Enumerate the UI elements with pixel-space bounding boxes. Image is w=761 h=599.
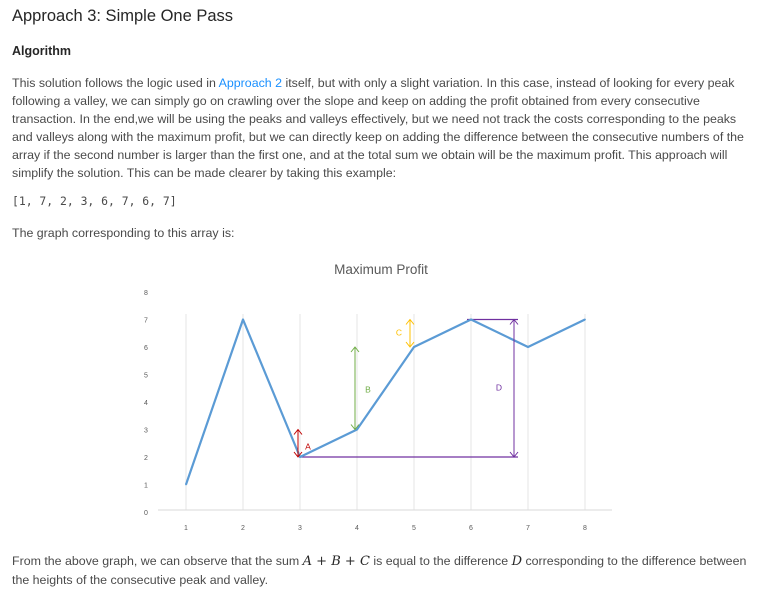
conclusion-text-3: corresponding to the difference between … [12,554,747,588]
y-tick-label-5: 5 [144,373,148,380]
y-tick-label-4: 4 [144,400,148,407]
data-point-2 [242,318,244,321]
x-tick-label-8: 8 [583,525,587,532]
math-a: A [302,554,313,569]
arrow-b-head-top [350,346,360,353]
data-point-5 [413,346,415,348]
x-tick-label-4: 4 [355,525,359,532]
arrow-c-head-top [405,318,415,325]
page-title: Approach 3: Simple One Pass [12,7,234,25]
series-line-layer [184,318,586,486]
math-plus-1: + [312,554,332,569]
y-tick-label-3: 3 [144,428,148,435]
x-tick-label-5: 5 [412,525,416,532]
x-tick-label-7: 7 [526,525,530,532]
arrow-d-head-top [509,318,519,325]
series-line-0 [184,318,586,485]
math-d: D [511,554,523,569]
graph-intro-text: The graph corresponding to this array is… [12,226,235,240]
data-point-1 [185,483,187,486]
intro-text-after: itself, but with only a slight variation… [12,76,744,181]
annotation-label-c: C [396,327,402,337]
annotation-layer: A B C D [293,318,519,458]
math-c: C [359,554,370,569]
arrow-b-head-bottom [350,424,360,431]
y-tick-label-6: 6 [144,345,148,352]
intro-text-before: This solution follows the logic used in [12,76,219,90]
intro-paragraph: This solution follows the logic used in … [12,74,750,183]
arrow-d-head-bottom [509,451,519,458]
arrow-d [509,318,519,458]
data-point-6 [470,318,472,321]
y-tick-label-1: 1 [144,483,148,490]
data-point-7 [527,346,529,348]
math-plus-2: + [340,554,360,569]
annotation-label-a: A [305,441,311,451]
conclusion-text-2: is equal to the difference [369,554,512,568]
arrow-b [350,346,360,431]
tick-label-layer: 0 1 2 3 4 5 6 7 8 1 2 3 4 5 6 7 8 [144,290,587,532]
x-tick-label-3: 3 [298,525,302,532]
approach-2-link[interactable]: Approach 2 [218,76,282,90]
y-tick-label-7: 7 [144,318,148,325]
arrow-a [293,428,303,458]
arrow-c-head-bottom [405,341,415,348]
grid-layer [158,314,612,511]
x-tick-label-1: 1 [184,525,188,532]
math-b: B [331,554,341,569]
x-tick-label-6: 6 [469,525,473,532]
y-tick-label-0: 0 [144,510,148,517]
data-point-8 [584,318,586,321]
example-array: [1, 7, 2, 3, 6, 7, 6, 7] [12,194,177,208]
section-heading: Algorithm [12,44,72,58]
conclusion-paragraph: From the above graph, we can observe tha… [12,552,750,589]
chart-title: Maximum Profit [334,262,428,277]
annotation-label-b: B [365,384,371,394]
data-point-3 [299,456,301,458]
x-tick-label-2: 2 [241,525,245,532]
arrow-a-head-top [293,428,303,435]
arrow-c [405,318,415,348]
annotation-label-d: D [496,382,502,392]
difference-d-layer [300,318,518,458]
y-tick-label-8: 8 [144,290,148,297]
data-point-4 [356,428,358,431]
y-tick-label-2: 2 [144,455,148,462]
arrow-a-head-bottom [293,451,303,458]
conclusion-text-1: From the above graph, we can observe tha… [12,554,303,568]
